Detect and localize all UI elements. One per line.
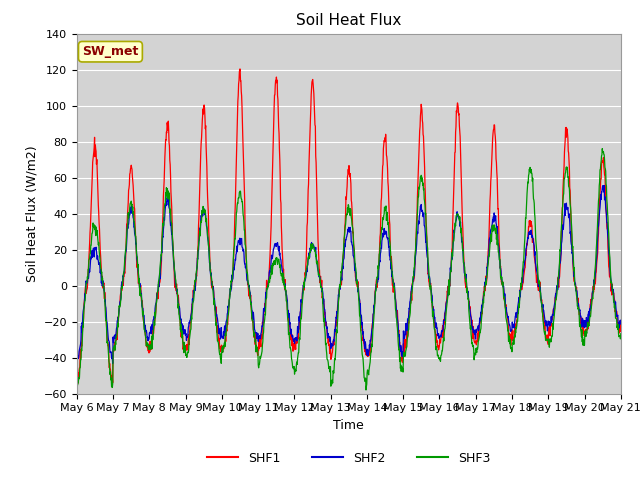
SHF3 [505, 338, 513, 344]
SHF3 [617, 331, 625, 336]
SHF1 [195, 242, 202, 248]
Line: SHF3: SHF3 [77, 149, 621, 390]
SHF2 [553, 287, 561, 292]
SHF2 [195, 249, 202, 254]
SHF3 [434, 353, 442, 359]
SHF1 [255, 346, 263, 351]
SHF3 [553, 294, 561, 300]
SHF3 [255, 365, 262, 371]
SHF3 [73, 385, 81, 391]
SHF3 [598, 146, 606, 152]
SHF3 [180, 349, 188, 355]
SHF2 [505, 318, 513, 324]
SHF2 [600, 183, 608, 189]
SHF3 [362, 387, 370, 393]
Y-axis label: Soil Heat Flux (W/m2): Soil Heat Flux (W/m2) [25, 145, 38, 282]
Line: SHF1: SHF1 [77, 69, 621, 383]
SHF1 [434, 343, 442, 348]
SHF2 [434, 331, 442, 336]
Text: SW_met: SW_met [82, 45, 139, 58]
SHF1 [505, 334, 513, 340]
SHF2 [255, 336, 263, 341]
SHF1 [553, 286, 561, 291]
SHF2 [181, 327, 189, 333]
SHF1 [181, 346, 189, 352]
SHF1 [74, 380, 82, 386]
X-axis label: Time: Time [333, 419, 364, 432]
SHF1 [617, 329, 625, 335]
SHF1 [236, 66, 244, 72]
SHF1 [73, 374, 81, 380]
Title: Soil Heat Flux: Soil Heat Flux [296, 13, 401, 28]
SHF3 [194, 254, 202, 260]
SHF2 [109, 360, 116, 366]
SHF2 [617, 321, 625, 326]
SHF2 [73, 352, 81, 358]
Legend: SHF1, SHF2, SHF3: SHF1, SHF2, SHF3 [202, 447, 495, 469]
Line: SHF2: SHF2 [77, 186, 621, 363]
